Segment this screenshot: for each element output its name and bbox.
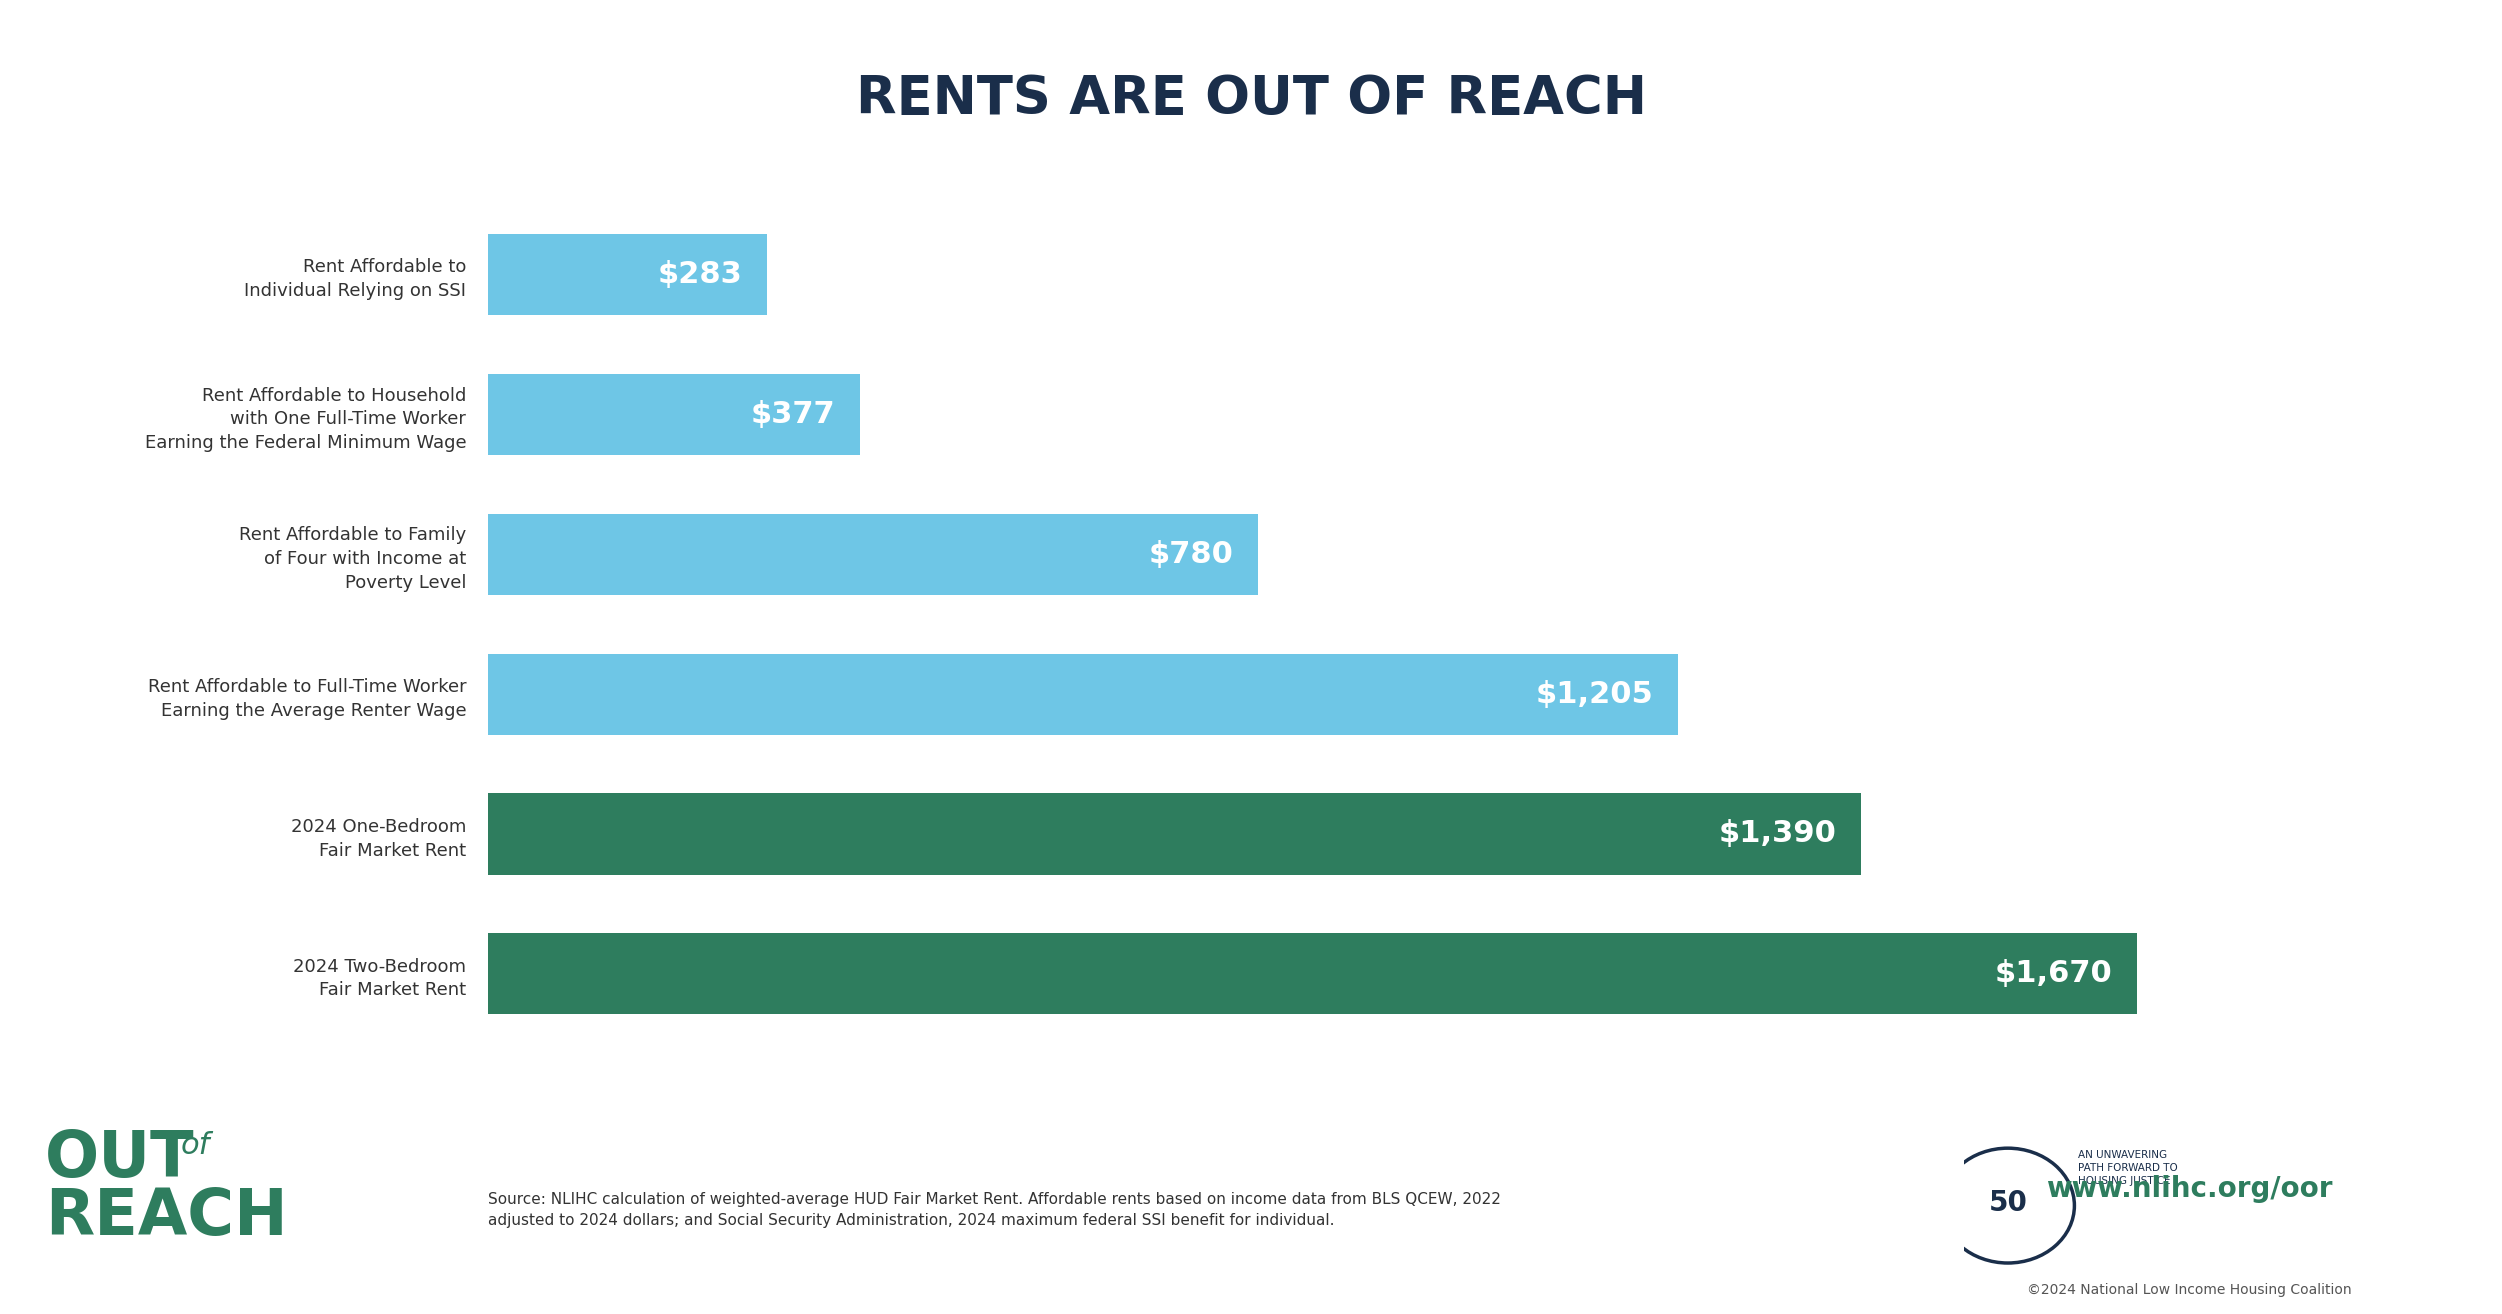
- Text: Source: NLIHC calculation of weighted-average HUD Fair Market Rent. Affordable r: Source: NLIHC calculation of weighted-av…: [488, 1192, 1501, 1227]
- Bar: [488, 373, 861, 455]
- Text: OUT: OUT: [45, 1127, 195, 1190]
- Bar: [488, 653, 1679, 735]
- Text: RENTS ARE OUT OF REACH: RENTS ARE OUT OF REACH: [856, 72, 1646, 125]
- Text: $377: $377: [751, 399, 836, 428]
- Text: 50: 50: [1989, 1189, 2027, 1217]
- Bar: [488, 794, 1861, 875]
- Text: $1,390: $1,390: [1719, 820, 1836, 849]
- Text: of: of: [180, 1131, 210, 1160]
- Text: $1,670: $1,670: [1994, 959, 2112, 988]
- Text: THE HIGH COST OF HOUSING: THE HIGH COST OF HOUSING: [98, 1272, 290, 1285]
- Text: www.nlihc.org/oor: www.nlihc.org/oor: [2047, 1175, 2332, 1204]
- Bar: [488, 933, 2137, 1014]
- Bar: [488, 234, 768, 315]
- Text: REACH: REACH: [45, 1185, 288, 1248]
- Text: $780: $780: [1148, 540, 1233, 569]
- Text: $1,205: $1,205: [1536, 679, 1654, 708]
- Text: ©2024 National Low Income Housing Coalition: ©2024 National Low Income Housing Coalit…: [2027, 1284, 2352, 1297]
- Text: $283: $283: [658, 260, 743, 289]
- Text: AN UNWAVERING
PATH FORWARD TO
HOUSING JUSTICE: AN UNWAVERING PATH FORWARD TO HOUSING JU…: [2077, 1150, 2177, 1187]
- Bar: [488, 514, 1259, 595]
